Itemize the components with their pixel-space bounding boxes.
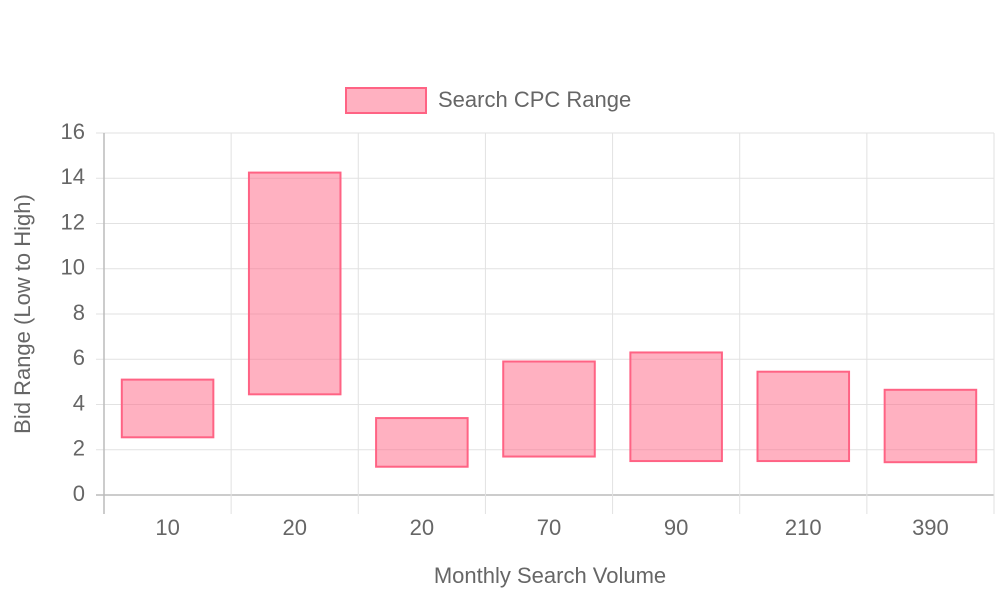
bar [883,388,978,464]
legend-label: Search CPC Range [438,87,631,112]
x-tick-label: 20 [410,515,434,540]
y-tick-label: 16 [61,119,85,144]
y-tick-label: 6 [73,345,85,370]
y-tick-label: 0 [73,481,85,506]
bar [502,360,596,458]
y-tick-label: 12 [61,209,85,234]
x-tick-label: 390 [912,515,949,540]
bar [756,370,851,463]
y-tick-label: 8 [73,300,85,325]
x-tick-label: 210 [785,515,822,540]
bar [629,351,723,463]
y-axis-title: Bid Range (Low to High) [10,194,35,434]
bar [120,378,215,439]
legend-swatch [345,87,427,114]
x-tick-label: 70 [537,515,561,540]
y-tick-label: 4 [73,390,85,415]
x-axis-title: Monthly Search Volume [434,563,666,588]
x-tick-label: 10 [155,515,179,540]
y-tick-label: 2 [73,436,85,461]
x-tick-label: 90 [664,515,688,540]
bar [375,417,469,468]
x-tick-label: 20 [282,515,306,540]
bar [247,171,342,396]
y-tick-label: 14 [61,164,85,189]
y-tick-label: 10 [61,255,85,280]
